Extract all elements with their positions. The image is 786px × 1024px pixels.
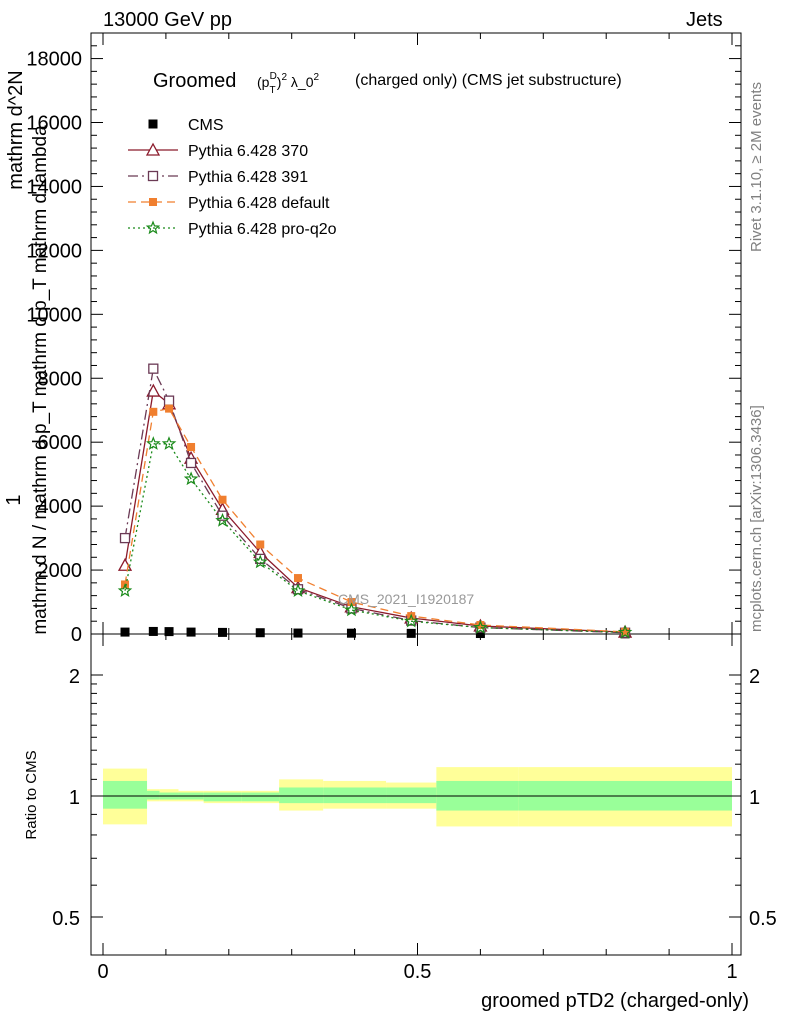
- data-point: [120, 627, 130, 637]
- ratio-inner-band: [323, 787, 387, 804]
- data-point: [146, 383, 161, 397]
- legend-marker: [148, 119, 158, 129]
- data-point: [255, 628, 265, 638]
- legend-label: Pythia 6.428 pro-q2o: [188, 221, 337, 238]
- data-point: [165, 404, 174, 413]
- data-point: [290, 583, 306, 598]
- y-tick-label: 16000: [26, 113, 82, 135]
- series-layer: [117, 363, 633, 639]
- ratio-bands: [103, 767, 732, 827]
- y-tick-label: 14000: [26, 176, 82, 198]
- data-point: [148, 363, 159, 374]
- y-axis-label-line-3: mathrm d^2N: [5, 70, 27, 189]
- data-point: [119, 532, 131, 544]
- y-tick-label: 0: [71, 624, 82, 646]
- legend-marker: [147, 170, 159, 182]
- y-axis-label: 1 mathrm d N / mathrm d p_T mathrm d p_T…: [3, 70, 51, 634]
- y-tick-label: 18000: [26, 49, 82, 71]
- data-point: [406, 628, 416, 638]
- series-line: [124, 366, 626, 634]
- data-point: [621, 627, 630, 636]
- data-point: [149, 407, 158, 416]
- legend-marker: [149, 198, 157, 206]
- legend-label: Pythia 6.428 default: [188, 195, 330, 212]
- data-point: [256, 540, 265, 549]
- ratio-inner-band: [103, 780, 148, 809]
- ratio-tick-label-right: 0.5: [749, 908, 777, 930]
- data-point: [215, 512, 230, 527]
- y-tick-label: 12000: [26, 240, 82, 262]
- ratio-tick-label-left: 0.5: [52, 908, 80, 930]
- series-4: [117, 436, 633, 639]
- data-point: [185, 457, 197, 469]
- x-axis-label: groomed pTD2 (charged-only): [481, 990, 749, 1012]
- data-point: [186, 627, 196, 637]
- data-point: [475, 629, 485, 639]
- data-point: [473, 619, 488, 634]
- data-point: [293, 574, 302, 583]
- y-tick-label: 6000: [38, 432, 83, 454]
- data-point: [617, 624, 633, 639]
- data-point: [293, 628, 303, 638]
- data-point: [183, 471, 199, 486]
- y-axis-label-line-1: 1: [3, 494, 25, 505]
- legend-marker: [145, 220, 161, 235]
- y-tick-label: 8000: [38, 368, 83, 390]
- ratio-tick-label-left: 2: [69, 666, 80, 688]
- x-tick-label: 0: [97, 961, 108, 983]
- ratio-inner-band: [279, 787, 324, 804]
- data-point: [347, 598, 356, 607]
- series-line: [124, 443, 626, 634]
- ratio-tick-label-right: 1: [749, 787, 760, 809]
- data-point: [346, 628, 356, 638]
- data-point: [255, 553, 266, 565]
- header-left: 13000 GeV pp: [103, 9, 232, 31]
- data-point: [187, 442, 196, 451]
- data-point: [476, 621, 485, 630]
- data-point: [117, 557, 133, 571]
- y-tick-label: 4000: [38, 496, 83, 518]
- legend: CMS Pythia 6.428 370 Pythia 6.428 391 Pythi…: [128, 117, 337, 238]
- data-point: [252, 554, 268, 569]
- ratio-inner-band: [386, 787, 437, 804]
- chart-title-math: (pTD)2 λ_02: [257, 71, 320, 96]
- data-point: [218, 495, 227, 504]
- data-point: [403, 613, 419, 628]
- legend-label: Pythia 6.428 391: [188, 169, 308, 186]
- data-point: [344, 602, 359, 617]
- data-point: [117, 583, 133, 598]
- ratio-panel-frame: [90, 633, 742, 956]
- legend-marker: [145, 142, 161, 156]
- data-point: [146, 436, 161, 450]
- ratio-axis-label: Ratio to CMS: [23, 750, 40, 839]
- analysis-watermark: CMS_2021_I1920187: [338, 591, 474, 607]
- data-point: [164, 627, 174, 637]
- ratio-inner-band: [147, 790, 160, 800]
- x-tick-label: 1: [726, 961, 737, 983]
- ratio-tick-label-right: 2: [749, 666, 760, 688]
- data-point: [218, 627, 228, 637]
- chart-title: Groomed (pTD)2 λ_02 (charged only) (CMS …: [153, 70, 622, 96]
- x-tick-label: 0.5: [404, 961, 432, 983]
- y-tick-label: 2000: [38, 560, 83, 582]
- data-point: [163, 395, 175, 406]
- legend-label: Pythia 6.428 370: [188, 143, 308, 160]
- legend-label: CMS: [188, 117, 224, 134]
- ratio-tick-label-left: 1: [69, 787, 80, 809]
- y-tick-label: 10000: [26, 304, 82, 326]
- ratio-inner-band: [203, 792, 242, 802]
- chart-title-suffix: (charged only) (CMS jet substructure): [355, 72, 622, 89]
- axis-ticks: 0 0.5 1 0 2000 4000 6000 8000 10000 12000 14000 160…: [26, 33, 777, 983]
- chart-title-main: Groomed: [153, 70, 236, 92]
- y-axis-label-line-2: mathrm d N / mathrm d p_T mathrm d p_T m…: [30, 125, 51, 635]
- data-point: [161, 436, 177, 450]
- ratio-inner-band: [241, 792, 280, 802]
- header-right: Jets: [686, 9, 723, 31]
- data-point: [148, 626, 158, 636]
